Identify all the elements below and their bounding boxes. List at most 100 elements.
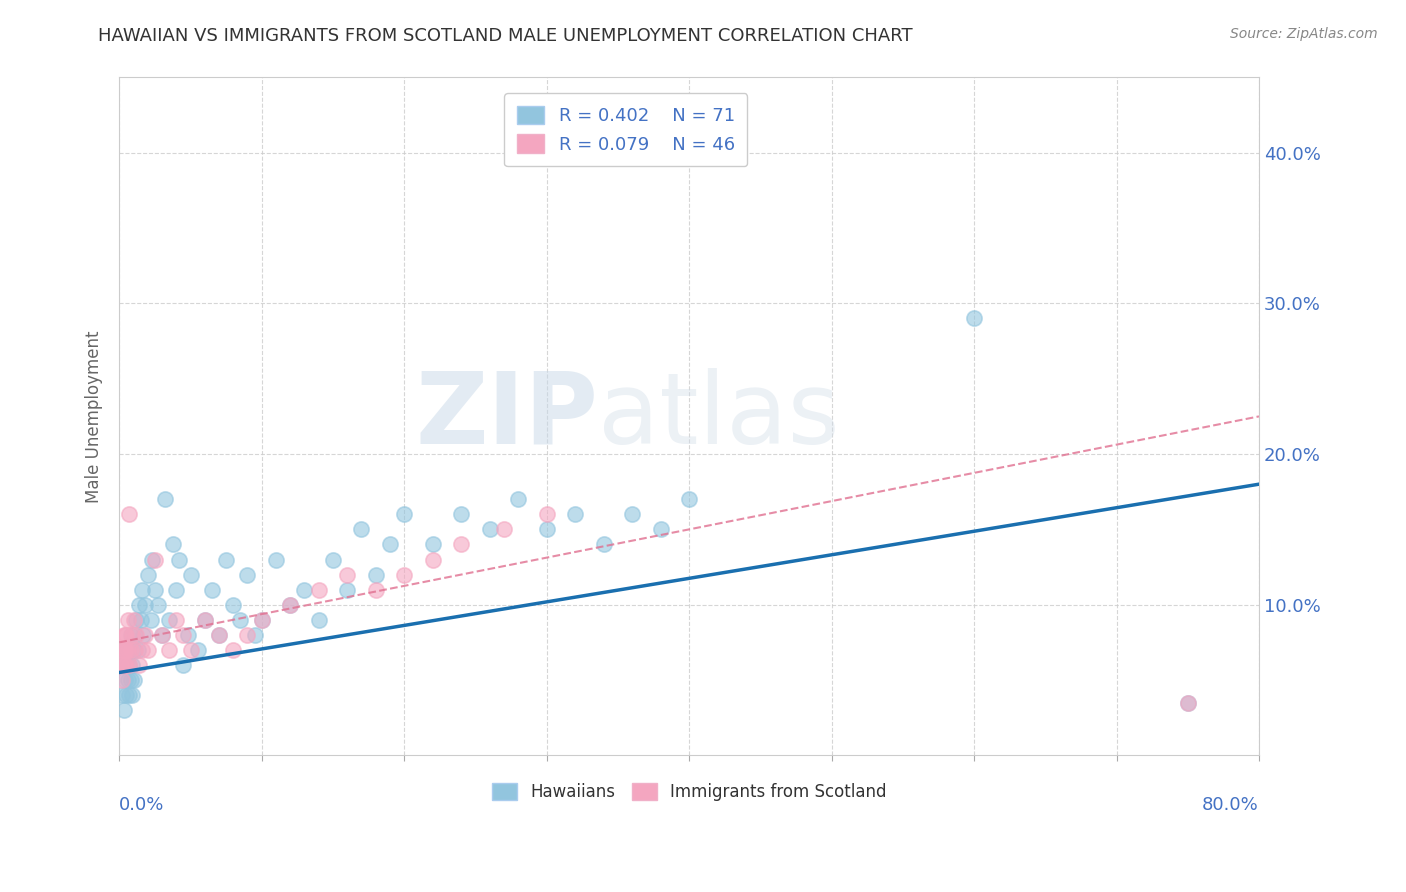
Text: 80.0%: 80.0%	[1202, 796, 1258, 814]
Point	[131, 643, 153, 657]
Point	[118, 508, 141, 522]
Point	[124, 643, 146, 657]
Point	[392, 508, 415, 522]
Text: Source: ZipAtlas.com: Source: ZipAtlas.com	[1230, 27, 1378, 41]
Y-axis label: Male Unemployment: Male Unemployment	[86, 330, 103, 503]
Point	[278, 598, 301, 612]
Point	[308, 582, 330, 597]
Point	[187, 643, 209, 657]
Point	[450, 537, 472, 551]
Point	[508, 492, 530, 507]
Point	[392, 567, 415, 582]
Point	[143, 552, 166, 566]
Point	[132, 628, 155, 642]
Point	[114, 643, 136, 657]
Point	[150, 628, 173, 642]
Point	[336, 567, 359, 582]
Point	[478, 522, 501, 536]
Point	[141, 552, 163, 566]
Point	[1177, 696, 1199, 710]
Point	[422, 552, 444, 566]
Point	[208, 628, 231, 642]
Point	[125, 613, 148, 627]
Point	[114, 657, 136, 672]
Point	[120, 643, 142, 657]
Point	[110, 657, 132, 672]
Point	[121, 628, 143, 642]
Point	[127, 643, 149, 657]
Point	[492, 522, 515, 536]
Point	[564, 508, 586, 522]
Point	[139, 613, 162, 627]
Point	[364, 582, 387, 597]
Point	[264, 552, 287, 566]
Point	[167, 552, 190, 566]
Point	[120, 628, 142, 642]
Point	[122, 673, 145, 687]
Point	[118, 657, 141, 672]
Point	[117, 643, 139, 657]
Point	[111, 688, 134, 702]
Point	[172, 657, 194, 672]
Point	[308, 613, 330, 627]
Point	[592, 537, 614, 551]
Point	[112, 643, 135, 657]
Point	[678, 492, 700, 507]
Point	[117, 613, 139, 627]
Point	[114, 628, 136, 642]
Point	[115, 657, 138, 672]
Point	[134, 598, 156, 612]
Point	[128, 598, 150, 612]
Text: atlas: atlas	[598, 368, 839, 465]
Point	[179, 567, 201, 582]
Point	[125, 628, 148, 642]
Point	[129, 613, 152, 627]
Point	[294, 582, 316, 597]
Legend: Hawaiians, Immigrants from Scotland: Hawaiians, Immigrants from Scotland	[485, 777, 893, 808]
Point	[114, 643, 136, 657]
Point	[117, 643, 139, 657]
Point	[112, 657, 135, 672]
Point	[621, 508, 644, 522]
Point	[124, 628, 146, 642]
Point	[114, 673, 136, 687]
Point	[176, 628, 198, 642]
Point	[115, 657, 138, 672]
Point	[243, 628, 266, 642]
Point	[364, 567, 387, 582]
Point	[229, 613, 252, 627]
Point	[378, 537, 401, 551]
Point	[201, 582, 224, 597]
Point	[165, 613, 187, 627]
Point	[336, 582, 359, 597]
Point	[128, 657, 150, 672]
Point	[118, 657, 141, 672]
Point	[153, 492, 176, 507]
Point	[250, 613, 273, 627]
Point	[111, 673, 134, 687]
Point	[143, 582, 166, 597]
Point	[115, 628, 138, 642]
Point	[115, 688, 138, 702]
Point	[236, 567, 259, 582]
Point	[131, 582, 153, 597]
Point	[146, 598, 169, 612]
Point	[111, 643, 134, 657]
Point	[112, 628, 135, 642]
Point	[136, 567, 159, 582]
Point	[150, 628, 173, 642]
Point	[120, 673, 142, 687]
Point	[236, 628, 259, 642]
Point	[157, 613, 180, 627]
Point	[194, 613, 217, 627]
Point	[536, 508, 558, 522]
Text: ZIP: ZIP	[415, 368, 598, 465]
Point	[112, 703, 135, 717]
Point	[118, 688, 141, 702]
Point	[650, 522, 672, 536]
Point	[112, 657, 135, 672]
Point	[222, 598, 245, 612]
Text: HAWAIIAN VS IMMIGRANTS FROM SCOTLAND MALE UNEMPLOYMENT CORRELATION CHART: HAWAIIAN VS IMMIGRANTS FROM SCOTLAND MAL…	[98, 27, 912, 45]
Point	[117, 673, 139, 687]
Point	[122, 643, 145, 657]
